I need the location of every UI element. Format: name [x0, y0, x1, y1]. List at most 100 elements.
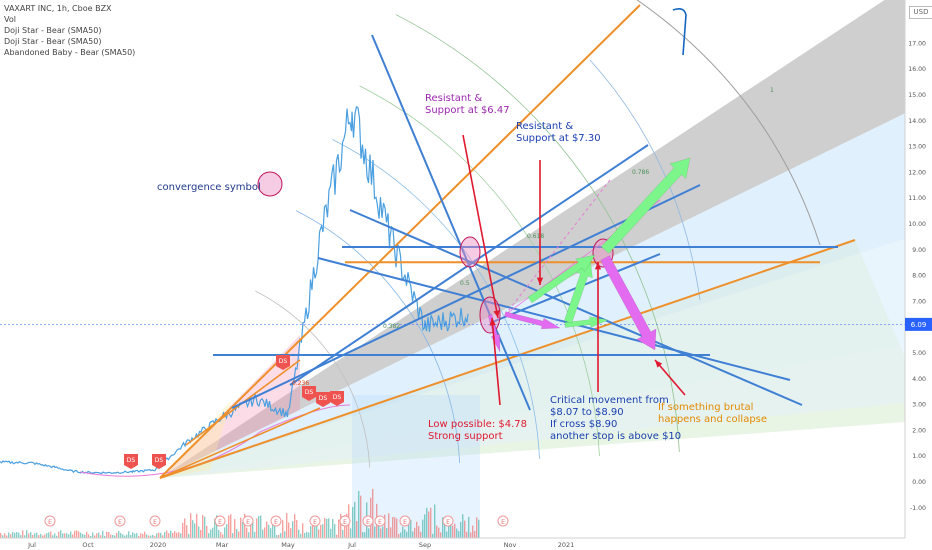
volume-bar — [22, 530, 24, 538]
volume-bar — [390, 527, 392, 538]
price-tick-label: 8.00 — [912, 273, 926, 280]
red-arrow-head — [536, 277, 544, 285]
volume-bar — [436, 525, 438, 538]
volume-bar — [44, 534, 46, 538]
fib-label-0: 0.382 — [383, 323, 400, 330]
price-tick-label: 4.00 — [912, 376, 926, 383]
volume-bar — [448, 520, 450, 538]
hand-drawn-seven-mark — [672, 8, 687, 56]
volume-bar — [368, 528, 370, 538]
volume-bar — [116, 532, 118, 538]
pattern-marker-label: DS — [319, 395, 328, 402]
time-tick-label: Nov — [504, 541, 517, 549]
annotation-resistance-647: Resistant & Support at $6.47 — [425, 93, 510, 116]
volume-bar — [468, 516, 470, 538]
red-arrow — [654, 359, 686, 396]
volume-bar — [340, 513, 342, 538]
event-marker — [44, 515, 56, 527]
volume-bar — [422, 519, 424, 538]
volume-bar — [300, 533, 302, 538]
annotation-low-possible-line: Strong support — [428, 431, 503, 442]
volume-bar — [418, 526, 420, 538]
volume-bar — [440, 532, 442, 538]
volume-bar — [4, 533, 6, 538]
volume-bar — [162, 535, 164, 538]
chart-header-title: VAXART INC, 1h, Cboe BZX — [4, 4, 112, 13]
volume-bar — [128, 531, 130, 538]
time-tick-label: May — [281, 541, 295, 549]
volume-bar — [244, 513, 246, 538]
volume-bar — [294, 514, 296, 538]
volume-bar — [252, 521, 254, 538]
volume-bar — [354, 501, 356, 538]
time-tick-label: Oct — [82, 541, 94, 549]
pattern-marker-ds — [330, 391, 344, 406]
volume-bar — [272, 522, 274, 538]
volume-bar — [194, 523, 196, 538]
volume-bar — [476, 517, 478, 538]
event-marker-label: E — [274, 519, 278, 526]
volume-bar — [302, 523, 304, 538]
volume-bar — [60, 530, 62, 538]
volume-bar — [268, 524, 270, 538]
volume-bar — [392, 517, 394, 538]
volume-bar — [304, 533, 306, 538]
volume-bar — [154, 535, 156, 538]
volume-bar — [54, 533, 56, 538]
event-marker — [309, 515, 321, 527]
volume-bar — [64, 533, 66, 538]
volume-bar — [218, 530, 220, 538]
volume-bar — [420, 531, 422, 538]
annotation-critical-movement-line: $8.07 to $8.90 — [550, 407, 624, 418]
volume-bar — [38, 535, 40, 538]
annotation-low-possible: Low possible: $4.78 Strong support — [428, 419, 527, 442]
annotation-convergence-line: convergence symbol — [157, 182, 261, 193]
pattern-marker-ds — [152, 454, 166, 469]
price-tick-label: 0.00 — [912, 479, 926, 486]
time-tick-label: 2020 — [150, 541, 167, 549]
volume-bar — [456, 528, 458, 538]
green-arrow — [600, 157, 691, 254]
fib-label-3: 0.786 — [632, 169, 649, 176]
pattern-marker-label: DS — [155, 457, 164, 464]
fib-arc — [395, 14, 680, 453]
event-marker-label: E — [403, 519, 407, 526]
volume-bar — [334, 524, 336, 538]
volume-bar — [178, 532, 180, 538]
volume-bar — [292, 521, 294, 538]
blue-trend-line — [317, 257, 791, 381]
fib-fan-band — [160, 0, 905, 478]
volume-bar — [76, 530, 78, 538]
pattern-marker-ds — [316, 392, 330, 407]
volume-bar — [104, 535, 106, 538]
volume-bar — [186, 525, 188, 538]
volume-bar — [212, 527, 214, 538]
volume-bar — [34, 533, 36, 538]
volume-bar — [464, 520, 466, 538]
pink-arrow — [504, 311, 561, 330]
volume-bar — [86, 531, 88, 538]
volume-bar — [350, 528, 352, 538]
event-marker-label: E — [218, 519, 222, 526]
annotation-critical-movement: Critical movement from $8.07 to $8.90 If c… — [550, 395, 681, 442]
volume-bar — [296, 520, 298, 538]
volume-bar — [470, 532, 472, 538]
volume-bar — [260, 515, 262, 538]
volume-bar — [274, 520, 276, 538]
volume-bar — [226, 524, 228, 538]
volume-bar — [214, 518, 216, 538]
currency-label[interactable]: USD — [909, 6, 932, 19]
volume-bar — [472, 525, 474, 538]
fib-fan-band — [160, 344, 905, 478]
volume-bar — [236, 528, 238, 538]
volume-bar — [208, 533, 210, 538]
volume-bar — [146, 534, 148, 538]
fib-label-2: 0.618 — [527, 233, 544, 240]
volume-bar — [412, 531, 414, 538]
blue-trend-line — [371, 34, 531, 411]
volume-bar — [224, 527, 226, 538]
volume-bar — [150, 535, 152, 538]
volume-bar — [142, 533, 144, 538]
volume-bar — [286, 513, 288, 538]
annotation-convergence: convergence symbol — [157, 182, 261, 193]
